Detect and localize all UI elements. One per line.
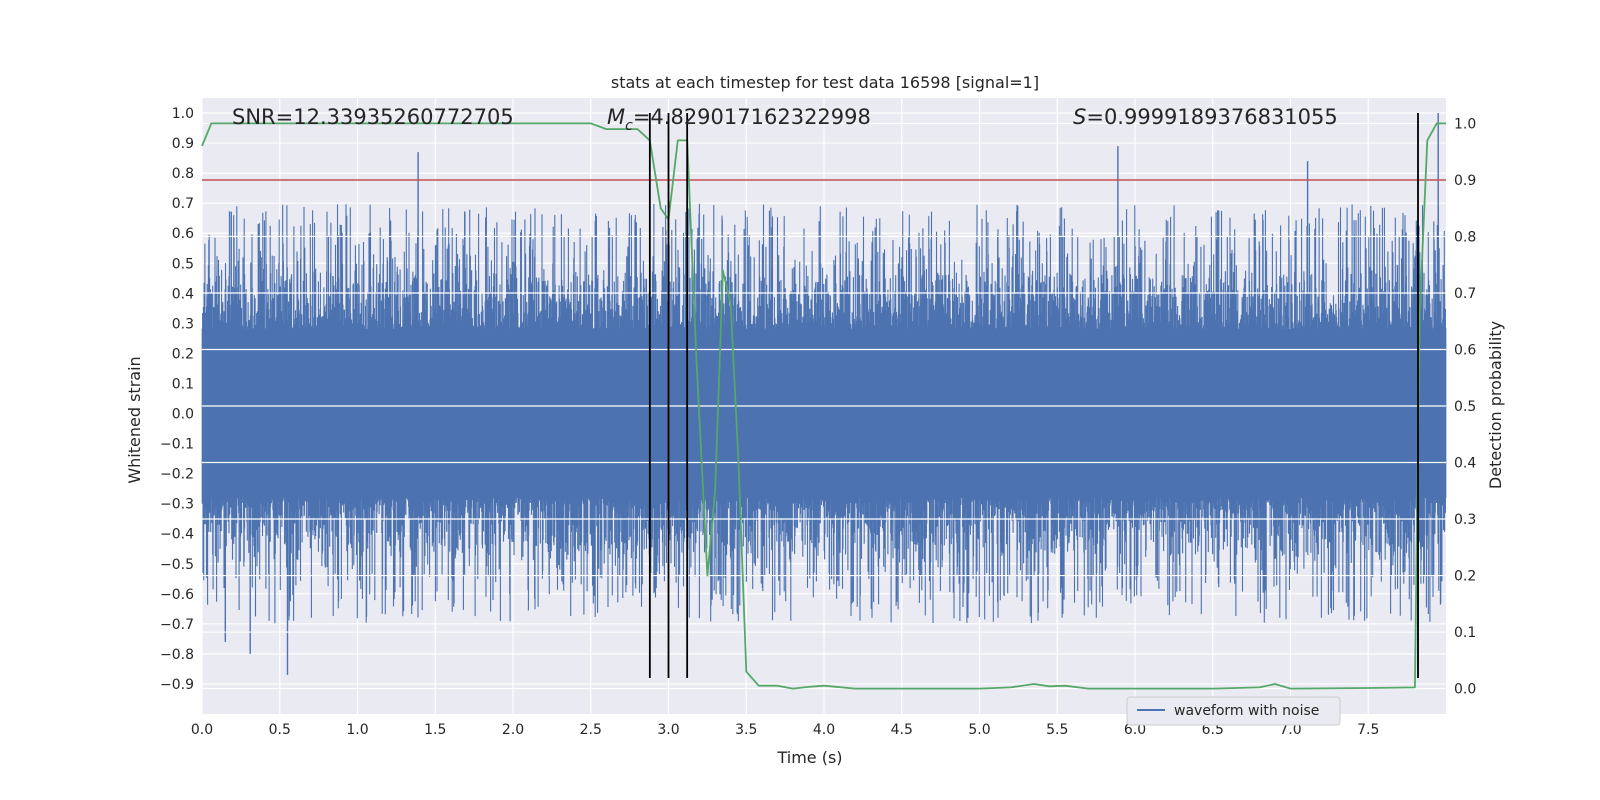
chirp-mass-annotation: Mc=4.829017162322998 xyxy=(607,105,871,134)
significance-annotation: S=0.9999189376831055 xyxy=(1073,105,1338,129)
y-tick-label: −0.1 xyxy=(160,437,194,453)
y2-tick-label: 0.2 xyxy=(1454,569,1476,585)
x-tick-label: 7.5 xyxy=(1357,722,1379,738)
x-tick-label: 2.5 xyxy=(580,722,602,738)
significance-value: =0.9999189376831055 xyxy=(1086,105,1337,129)
y2-tick-label: 0.1 xyxy=(1454,625,1476,641)
y-axis-label: Whitened strain xyxy=(125,356,144,483)
y-tick-label: −0.5 xyxy=(160,557,194,573)
x-tick-label: 4.5 xyxy=(891,722,913,738)
y-tick-label: 0.3 xyxy=(172,316,194,332)
y-tick-label: −0.7 xyxy=(160,617,194,633)
y-tick-label: 0.7 xyxy=(172,196,194,212)
y-tick-label: 0.9 xyxy=(172,136,194,152)
y2-tick-label: 0.8 xyxy=(1454,229,1476,245)
y-tick-label: −0.3 xyxy=(160,497,194,513)
y2-tick-label: 0.0 xyxy=(1454,682,1476,698)
detection-probability-series xyxy=(201,122,1446,690)
x-tick-label: 5.5 xyxy=(1046,722,1068,738)
y-tick-label: −0.2 xyxy=(160,467,194,483)
chirp-mass-symbol: M xyxy=(607,105,625,129)
y-tick-label: 0.8 xyxy=(172,166,194,182)
x-tick-label: 3.0 xyxy=(657,722,679,738)
x-tick-label: 6.0 xyxy=(1124,722,1146,738)
significance-symbol: S xyxy=(1073,105,1086,129)
x-tick-label: 4.0 xyxy=(813,722,835,738)
y-tick-label: 0.4 xyxy=(172,286,194,302)
x-tick-label: 1.0 xyxy=(346,722,368,738)
chirp-mass-subscript: c xyxy=(625,118,633,134)
x-tick-label: 5.0 xyxy=(968,722,990,738)
y2-tick-label: 1.0 xyxy=(1454,116,1476,132)
chirp-mass-value: =4.829017162322998 xyxy=(633,105,871,129)
vertical-markers xyxy=(648,113,1419,678)
legend-waveform-label: waveform with noise xyxy=(1174,703,1319,719)
y-tick-label: 0.0 xyxy=(172,407,194,423)
x-tick-label: 3.5 xyxy=(735,722,757,738)
y-tick-label: −0.8 xyxy=(160,647,194,663)
snr-annotation: SNR=12.33935260772705 xyxy=(232,105,514,129)
x-tick-label: 2.0 xyxy=(502,722,524,738)
x-axis-label: Time (s) xyxy=(776,748,842,767)
y-tick-label: 0.5 xyxy=(172,256,194,272)
waveform-series xyxy=(201,113,1447,675)
x-tick-label: 6.5 xyxy=(1202,722,1224,738)
x-tick-label: 0.0 xyxy=(191,722,213,738)
y2-tick-label: 0.6 xyxy=(1454,342,1476,358)
tick-labels: 0.0 0.5 1.0 1.5 2.0 2.5 3.0 3.5 4.0 4.5 5.0 5.5 6.0 6… xyxy=(160,106,1476,738)
y-tick-label: 0.2 xyxy=(172,346,194,362)
legend-box xyxy=(1126,696,1341,726)
chart-title: stats at each timestep for test data 165… xyxy=(611,73,1039,92)
y2-tick-label: 0.7 xyxy=(1454,286,1476,302)
x-tick-label: 7.0 xyxy=(1279,722,1301,738)
x-tick-label: 1.5 xyxy=(424,722,446,738)
y-tick-label: 0.1 xyxy=(172,376,194,392)
y2-tick-label: 0.3 xyxy=(1454,512,1476,528)
y-tick-label: 1.0 xyxy=(172,106,194,122)
y2-axis-label: Detection probability xyxy=(1486,321,1505,489)
waveform-trace xyxy=(201,203,1447,624)
y2-tick-label: 0.9 xyxy=(1454,173,1476,189)
y2-tick-label: 0.5 xyxy=(1454,399,1476,415)
y-tick-label: −0.6 xyxy=(160,587,194,603)
y-tick-label: −0.4 xyxy=(160,527,194,543)
detection-probability-line xyxy=(201,122,1446,690)
y-tick-label: −0.9 xyxy=(160,677,194,693)
x-tick-label: 0.5 xyxy=(269,722,291,738)
y-tick-label: 0.6 xyxy=(172,226,194,242)
y2-tick-label: 0.4 xyxy=(1454,456,1476,472)
legend: waveform with noise xyxy=(1126,696,1341,726)
